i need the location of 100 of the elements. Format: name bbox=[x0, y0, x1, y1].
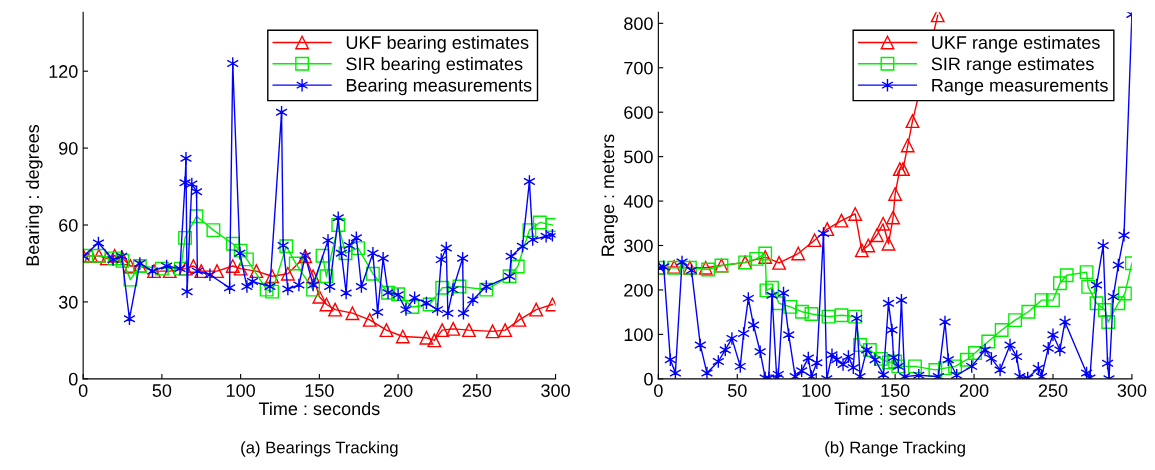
point bbox=[1089, 296, 1104, 311]
point bbox=[371, 305, 384, 320]
point bbox=[178, 230, 192, 245]
point bbox=[365, 266, 380, 281]
point bbox=[862, 342, 877, 357]
x-tick-label: 300 bbox=[1117, 384, 1147, 397]
x-tick-label: 0 bbox=[654, 384, 663, 397]
y-tick-label: 120 bbox=[49, 65, 78, 78]
point bbox=[512, 312, 527, 327]
legend-label: UKF bearing estimates bbox=[346, 35, 529, 53]
point bbox=[848, 207, 863, 221]
point bbox=[861, 238, 876, 253]
point bbox=[532, 215, 547, 230]
point bbox=[427, 333, 442, 348]
point bbox=[123, 259, 138, 273]
point bbox=[259, 282, 274, 297]
point bbox=[362, 312, 377, 327]
point bbox=[758, 250, 773, 265]
point bbox=[154, 261, 169, 276]
point bbox=[854, 243, 869, 258]
y-tick-label: 200 bbox=[624, 283, 653, 297]
point bbox=[366, 246, 380, 261]
point bbox=[190, 184, 203, 199]
point bbox=[338, 246, 353, 261]
point bbox=[185, 177, 198, 191]
x-tick-label: 250 bbox=[462, 384, 492, 397]
point bbox=[265, 284, 280, 299]
point bbox=[522, 223, 537, 238]
x-tick-label: 150 bbox=[305, 384, 334, 397]
point bbox=[886, 210, 901, 225]
point bbox=[869, 228, 884, 243]
point bbox=[539, 229, 553, 244]
point bbox=[440, 241, 453, 256]
point bbox=[123, 272, 138, 287]
point bbox=[795, 304, 809, 319]
point bbox=[321, 233, 335, 248]
point bbox=[446, 282, 459, 297]
point bbox=[457, 306, 470, 321]
point bbox=[505, 249, 518, 264]
point bbox=[968, 346, 982, 360]
x-tick-label: 300 bbox=[541, 384, 570, 397]
point bbox=[277, 238, 290, 253]
point bbox=[905, 114, 920, 129]
point bbox=[203, 267, 217, 282]
point bbox=[948, 359, 963, 374]
point bbox=[896, 162, 910, 177]
x-tick-label: 0 bbox=[78, 384, 88, 397]
x-axis-title: Time : seconds bbox=[834, 401, 956, 416]
point bbox=[749, 251, 764, 266]
x-tick-label: 200 bbox=[383, 384, 413, 397]
point bbox=[452, 279, 467, 294]
point bbox=[355, 279, 368, 294]
point bbox=[994, 322, 1009, 337]
point bbox=[938, 361, 952, 376]
point bbox=[435, 280, 450, 295]
point bbox=[422, 297, 437, 312]
point bbox=[223, 280, 236, 295]
point bbox=[335, 246, 348, 261]
point bbox=[441, 306, 454, 321]
legend-label: Range measurements bbox=[932, 79, 1108, 96]
x-tick-label: 100 bbox=[802, 384, 831, 397]
point bbox=[908, 359, 922, 374]
point bbox=[1034, 293, 1049, 308]
point bbox=[485, 324, 500, 339]
point bbox=[881, 236, 896, 251]
point bbox=[876, 216, 891, 231]
point bbox=[186, 259, 201, 273]
point bbox=[275, 105, 288, 120]
point bbox=[178, 175, 192, 190]
point bbox=[1046, 293, 1060, 308]
point bbox=[510, 259, 525, 274]
point bbox=[834, 213, 849, 228]
x-tick-label: 100 bbox=[226, 384, 255, 397]
point bbox=[263, 279, 277, 294]
point bbox=[900, 138, 915, 153]
point bbox=[928, 362, 943, 377]
point bbox=[526, 232, 539, 247]
point bbox=[246, 274, 259, 289]
point bbox=[820, 222, 835, 237]
point bbox=[240, 279, 254, 294]
y-tick-label: 90 bbox=[59, 142, 78, 155]
point bbox=[1079, 265, 1094, 280]
y-axis-title: Range : meters bbox=[601, 134, 618, 256]
y-tick-label: 600 bbox=[624, 106, 653, 119]
point bbox=[930, 12, 945, 23]
point bbox=[239, 252, 254, 267]
point bbox=[853, 338, 868, 352]
x-tick-label: 150 bbox=[881, 384, 910, 397]
point bbox=[1081, 279, 1096, 294]
point bbox=[306, 269, 321, 284]
y-axis-title: Bearing : degrees bbox=[25, 124, 43, 266]
text: (a) Bearings Tracking bbox=[241, 441, 398, 457]
y-tick-label: 60 bbox=[59, 218, 78, 232]
point bbox=[226, 56, 239, 71]
point bbox=[210, 264, 224, 279]
point bbox=[529, 302, 544, 317]
point bbox=[92, 236, 105, 250]
point bbox=[123, 311, 136, 326]
legend-label: SIR bearing estimates bbox=[346, 57, 523, 74]
point bbox=[783, 299, 798, 314]
